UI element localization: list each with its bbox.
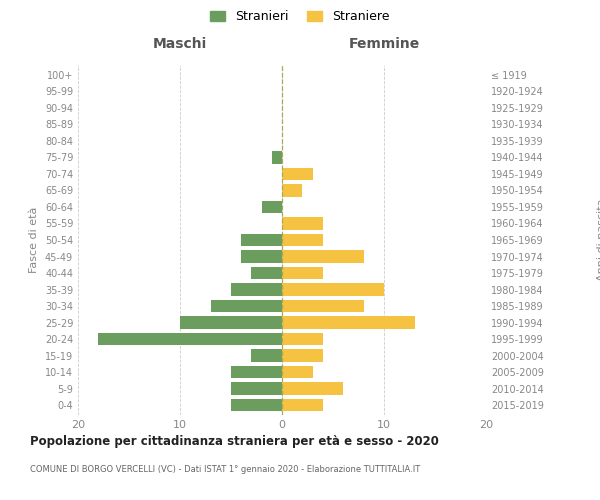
Bar xyxy=(272,152,282,164)
Bar xyxy=(282,168,313,180)
Text: Popolazione per cittadinanza straniera per età e sesso - 2020: Popolazione per cittadinanza straniera p… xyxy=(30,435,439,448)
Bar xyxy=(180,316,282,328)
Bar xyxy=(282,250,364,262)
Bar xyxy=(231,382,282,395)
Bar xyxy=(282,350,323,362)
Text: COMUNE DI BORGO VERCELLI (VC) - Dati ISTAT 1° gennaio 2020 - Elaborazione TUTTIT: COMUNE DI BORGO VERCELLI (VC) - Dati IST… xyxy=(30,465,420,474)
Bar xyxy=(231,366,282,378)
Bar xyxy=(282,399,323,411)
Bar xyxy=(251,350,282,362)
Bar xyxy=(282,284,384,296)
Bar xyxy=(251,267,282,279)
Legend: Stranieri, Straniere: Stranieri, Straniere xyxy=(205,5,395,28)
Text: Maschi: Maschi xyxy=(153,37,207,51)
Y-axis label: Fasce di età: Fasce di età xyxy=(29,207,39,273)
Bar xyxy=(211,300,282,312)
Bar xyxy=(98,333,282,345)
Bar xyxy=(282,366,313,378)
Bar xyxy=(282,300,364,312)
Bar xyxy=(282,218,323,230)
Bar xyxy=(241,234,282,246)
Text: Femmine: Femmine xyxy=(349,37,419,51)
Bar xyxy=(231,284,282,296)
Bar xyxy=(282,184,302,196)
Bar xyxy=(282,267,323,279)
Bar xyxy=(241,250,282,262)
Bar xyxy=(262,201,282,213)
Bar xyxy=(282,333,323,345)
Bar xyxy=(282,382,343,395)
Y-axis label: Anni di nascita: Anni di nascita xyxy=(596,198,600,281)
Bar xyxy=(282,234,323,246)
Bar xyxy=(231,399,282,411)
Bar xyxy=(282,316,415,328)
